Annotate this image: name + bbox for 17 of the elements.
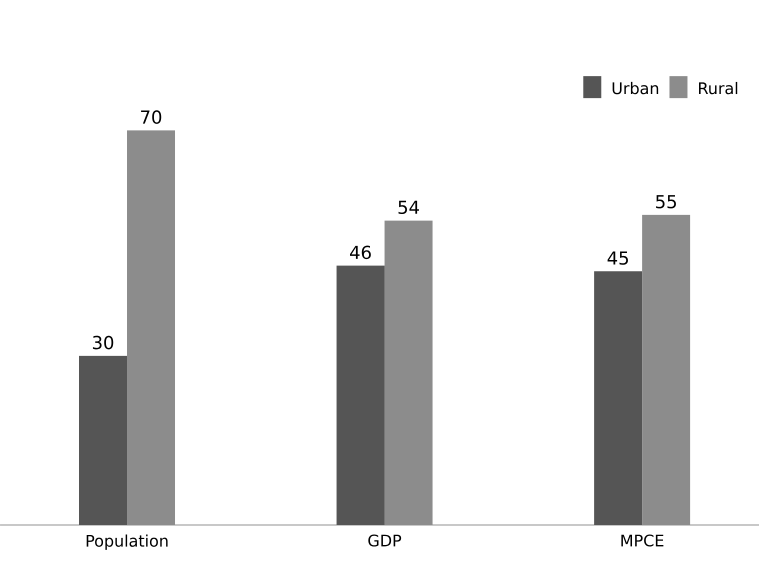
bar [127, 130, 176, 525]
data-label: 30 [92, 336, 114, 350]
x-tick-label: MPCE [621, 534, 664, 547]
legend-label: Urban [612, 82, 658, 94]
bar [336, 266, 385, 525]
bar [594, 271, 642, 525]
data-label: 46 [350, 246, 371, 260]
data-label: 55 [656, 195, 676, 208]
data-label: 70 [141, 110, 162, 124]
x-tick-label: GDP [368, 534, 402, 547]
data-label: 54 [398, 200, 419, 214]
data-label: 45 [608, 251, 628, 265]
x-tick-label: Population [86, 534, 168, 550]
bar [384, 220, 433, 525]
bar [642, 214, 690, 525]
bar [79, 356, 128, 525]
legend-label: Rural [699, 82, 738, 94]
